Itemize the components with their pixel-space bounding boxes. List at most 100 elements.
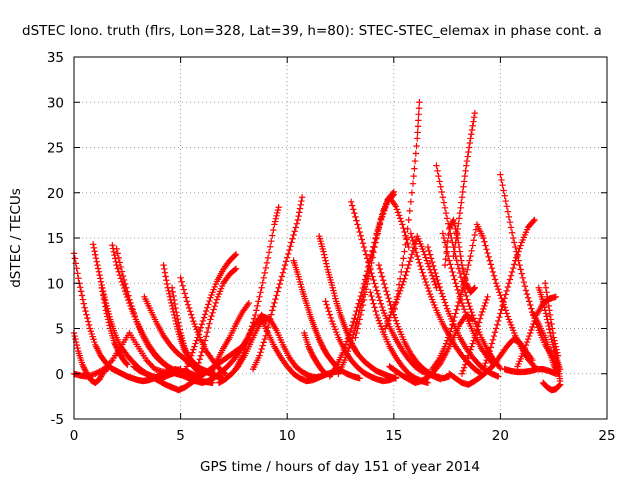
data-point-marker (112, 342, 120, 350)
data-point-marker (437, 287, 444, 294)
data-point-marker (410, 241, 418, 248)
data-point-marker (423, 281, 431, 289)
data-point-marker (434, 276, 441, 284)
data-point-marker (112, 341, 119, 348)
data-point-marker (245, 334, 253, 341)
data-point-marker (496, 363, 503, 371)
data-point-marker (82, 307, 89, 315)
data-point-marker (365, 275, 372, 282)
data-point-marker (390, 311, 397, 319)
data-point-marker (434, 358, 441, 365)
data-point-marker (343, 350, 351, 358)
data-point-marker (208, 312, 215, 320)
data-point-marker (545, 302, 552, 310)
data-point-marker (71, 332, 78, 340)
data-point-marker (260, 339, 267, 346)
data-point-marker (106, 322, 113, 329)
data-point-marker (169, 288, 176, 296)
data-point-marker (466, 257, 473, 264)
data-point-marker (444, 334, 452, 341)
data-point-marker (451, 248, 458, 255)
data-point-marker (441, 299, 449, 306)
data-point-marker (97, 275, 104, 282)
data-point-marker (168, 284, 176, 291)
data-point-marker (463, 281, 471, 288)
data-point-marker (544, 319, 552, 326)
y-axis-label: dSTEC / TECUs (8, 188, 24, 288)
data-point-marker (183, 298, 191, 305)
data-point-marker (483, 356, 490, 364)
data-point-marker (374, 230, 382, 237)
data-point-marker (252, 311, 259, 319)
data-point-marker (543, 289, 550, 296)
data-point-marker (246, 330, 254, 337)
data-point-marker (497, 292, 504, 299)
data-point-marker (371, 280, 378, 287)
data-point-marker (544, 293, 551, 301)
data-point-marker (450, 272, 457, 279)
data-point-marker (451, 243, 459, 251)
data-point-marker (181, 290, 189, 297)
data-point-marker (96, 271, 103, 279)
data-point-marker (109, 242, 116, 249)
data-point-marker (394, 287, 402, 294)
data-point-marker (98, 284, 105, 291)
data-point-marker (432, 281, 439, 288)
data-point-marker (93, 258, 100, 265)
data-point-marker (467, 252, 474, 260)
data-point-marker (374, 290, 382, 298)
data-point-marker (357, 311, 364, 319)
data-point-marker (455, 265, 463, 272)
data-point-marker (453, 234, 460, 242)
data-point-marker (340, 346, 347, 354)
data-point-marker (499, 302, 506, 310)
data-point-marker (83, 311, 90, 318)
data-point-marker (175, 319, 182, 326)
data-point-marker (470, 286, 477, 293)
data-point-marker (400, 255, 407, 262)
data-point-marker (436, 283, 443, 291)
data-point-marker (525, 332, 533, 340)
data-point-marker (449, 268, 456, 276)
data-point-marker (112, 255, 119, 262)
data-point-marker (344, 347, 352, 355)
data-point-marker (464, 355, 471, 362)
data-point-marker (97, 367, 105, 374)
data-point-marker (458, 199, 465, 206)
data-point-marker (381, 280, 388, 288)
data-point-marker (393, 206, 401, 213)
data-point-marker (466, 349, 473, 356)
data-point-marker (468, 126, 476, 134)
data-point-marker (79, 296, 87, 303)
data-point-marker (542, 310, 550, 317)
data-point-marker (425, 247, 433, 255)
data-point-marker (273, 212, 280, 220)
data-point-marker (354, 221, 361, 228)
data-point-marker (441, 239, 449, 246)
data-markers (70, 99, 564, 394)
data-point-marker (458, 194, 466, 201)
series-track (390, 99, 423, 319)
data-point-marker (188, 352, 195, 359)
data-point-marker (442, 302, 450, 309)
data-point-marker (413, 142, 420, 150)
data-point-marker (481, 238, 488, 245)
data-point-marker (355, 320, 362, 328)
data-point-marker (306, 344, 313, 352)
data-point-marker (272, 295, 279, 303)
data-point-marker (556, 377, 564, 385)
series-track (98, 284, 131, 368)
data-point-marker (114, 250, 121, 257)
data-point-marker (373, 287, 380, 294)
data-point-marker (259, 279, 266, 286)
data-point-marker (355, 224, 362, 232)
data-point-marker (198, 348, 206, 356)
data-point-marker (245, 299, 253, 307)
data-point-marker (269, 232, 276, 239)
y-tick-label: 5 (55, 322, 64, 338)
data-point-marker (370, 276, 377, 284)
data-point-marker (443, 249, 450, 257)
series-track (232, 204, 282, 372)
data-point-marker (384, 291, 391, 298)
data-point-marker (449, 321, 456, 328)
